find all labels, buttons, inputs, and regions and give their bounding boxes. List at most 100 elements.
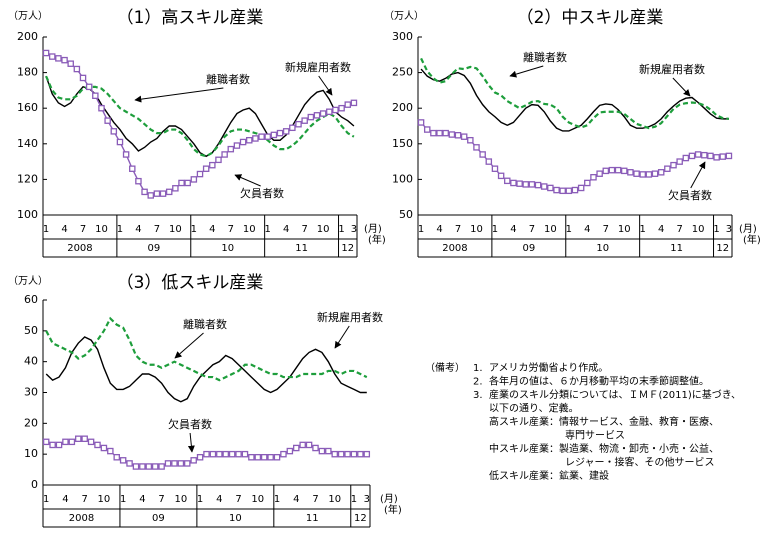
point-marker <box>602 167 610 175</box>
series-line <box>420 68 729 132</box>
y-tick-label: 200 <box>392 101 413 114</box>
label-arrow <box>234 174 261 187</box>
x-tick-label: 7 <box>158 494 164 505</box>
series-label: 欠員者数 <box>668 188 712 202</box>
point-marker <box>184 179 191 187</box>
point-marker <box>42 438 50 446</box>
point-marker <box>682 154 690 162</box>
x-tick-label: 7 <box>455 224 461 235</box>
point-marker <box>79 74 87 82</box>
point-marker <box>55 55 62 62</box>
point-marker <box>119 457 127 464</box>
chart-title: （1）高スキル産業 <box>117 8 264 28</box>
point-marker <box>110 128 118 135</box>
point-marker <box>713 154 720 161</box>
notes-label: （備考） <box>425 361 465 374</box>
point-marker <box>596 170 603 177</box>
point-marker <box>430 129 437 137</box>
series-line <box>420 57 730 130</box>
x-tick-label: 4 <box>62 494 68 505</box>
point-marker <box>326 108 333 116</box>
point-marker <box>98 104 105 112</box>
point-marker <box>332 106 339 114</box>
point-marker <box>73 65 81 73</box>
year-label: 10 <box>596 243 609 254</box>
point-marker <box>177 460 185 467</box>
x-tick-label: 4 <box>209 224 215 235</box>
x-tick-label: 10 <box>618 224 631 235</box>
x-tick-label: 4 <box>436 224 442 235</box>
x-tick-label: 10 <box>470 224 483 235</box>
point-marker <box>113 453 120 461</box>
point-marker <box>301 117 308 124</box>
x-tick-label: 10 <box>692 224 705 235</box>
point-marker <box>87 438 95 446</box>
point-marker <box>701 151 708 159</box>
year-unit: (年) <box>368 233 386 246</box>
series-label: 欠員者数 <box>240 186 284 200</box>
definition-term: 高スキル産業 <box>489 415 549 428</box>
point-marker <box>222 450 229 458</box>
y-tick-label: 120 <box>17 172 38 185</box>
point-marker <box>239 138 247 146</box>
point-marker <box>107 447 114 455</box>
point-marker <box>528 181 536 188</box>
point-marker <box>639 171 646 178</box>
point-marker <box>132 463 140 470</box>
x-tick-label: 7 <box>676 224 682 235</box>
x-tick-label: 4 <box>510 224 516 235</box>
year-label: 09 <box>522 243 535 254</box>
point-marker <box>139 463 146 470</box>
point-marker <box>565 187 573 195</box>
point-marker <box>215 156 222 164</box>
x-tick-label: 4 <box>61 224 67 235</box>
y-unit: （万人） <box>8 275 48 287</box>
point-marker <box>280 450 287 458</box>
y-tick-label: 0 <box>31 478 38 491</box>
point-marker <box>510 179 517 187</box>
point-marker <box>337 450 345 458</box>
x-tick-label: 1 <box>117 224 123 235</box>
label-arrow <box>134 87 224 103</box>
x-tick-label: 7 <box>312 494 318 505</box>
y-tick-label: 140 <box>17 137 38 150</box>
point-marker <box>92 92 99 99</box>
point-marker <box>312 444 319 452</box>
label-arrow <box>318 75 333 96</box>
label-arrow <box>187 432 195 453</box>
definition-text: レジャー・接客、その他サービス <box>565 456 715 469</box>
point-marker <box>135 177 142 185</box>
point-marker <box>264 133 271 140</box>
point-marker <box>547 184 554 192</box>
series-label: 新規雇用者数 <box>285 60 351 74</box>
series-line <box>45 75 355 158</box>
point-marker <box>190 176 198 183</box>
point-marker <box>504 177 511 185</box>
series-label: 新規雇用者数 <box>639 62 705 76</box>
point-marker <box>436 129 443 137</box>
x-tick-label: 7 <box>301 224 307 235</box>
point-marker <box>584 179 591 187</box>
x-tick-label: 1 <box>197 494 203 505</box>
y-tick-label: 160 <box>17 101 38 114</box>
point-marker <box>621 167 628 175</box>
point-marker <box>171 460 178 467</box>
x-tick-label: 7 <box>80 224 86 235</box>
point-marker <box>165 188 173 196</box>
series-line <box>45 316 368 382</box>
x-tick-label: 7 <box>228 224 234 235</box>
y-tick-label: 30 <box>24 386 38 399</box>
chart-title: （2）中スキル産業 <box>517 8 664 28</box>
point-marker <box>254 453 262 461</box>
x-tick-label: 1 <box>274 494 280 505</box>
y-tick-label: 10 <box>24 447 38 460</box>
point-marker <box>645 171 653 178</box>
point-marker <box>473 144 480 151</box>
point-marker <box>235 450 242 458</box>
point-marker <box>460 133 468 140</box>
chart-title: （3）低スキル産業 <box>117 273 264 293</box>
point-marker <box>164 460 172 467</box>
point-marker <box>694 151 702 158</box>
point-marker <box>553 186 560 194</box>
point-marker <box>442 129 449 137</box>
